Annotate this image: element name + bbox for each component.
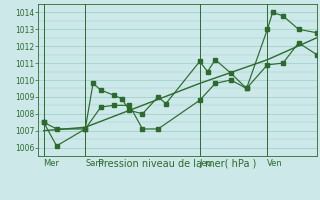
Text: Sam: Sam bbox=[85, 159, 104, 168]
Text: Mer: Mer bbox=[44, 159, 60, 168]
Text: Ven: Ven bbox=[268, 159, 283, 168]
X-axis label: Pression niveau de la mer( hPa ): Pression niveau de la mer( hPa ) bbox=[99, 159, 257, 169]
Text: Jeu: Jeu bbox=[200, 159, 213, 168]
